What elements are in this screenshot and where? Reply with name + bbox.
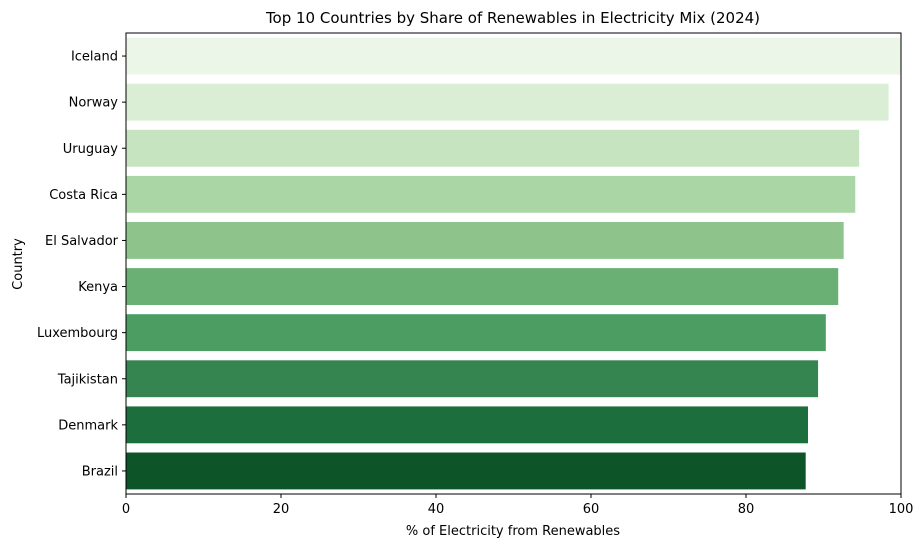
bars-group — [126, 37, 901, 490]
y-tick-label-denmark: Denmark — [58, 418, 118, 433]
y-axis-label: Country — [11, 238, 26, 290]
bar-luxembourg — [126, 314, 826, 352]
y-tick-label-norway: Norway — [69, 96, 119, 111]
bar-costa-rica — [126, 175, 856, 213]
x-axis: 0 20 40 60 80 100 — [122, 494, 914, 517]
x-tick-label-40: 40 — [428, 502, 445, 517]
y-tick-label-uruguay: Uruguay — [63, 142, 119, 157]
y-tick-label-luxembourg: Luxembourg — [37, 326, 118, 341]
bar-el-salvador — [126, 222, 844, 259]
plot-border — [125, 32, 902, 495]
bar-denmark — [126, 406, 808, 444]
y-axis: Iceland Norway Uruguay Costa Rica El Salvado… — [37, 50, 126, 479]
bar-kenya — [126, 268, 839, 305]
chart-title: Top 10 Countries by Share of Renewables … — [265, 9, 760, 27]
x-tick-label-20: 20 — [273, 502, 290, 517]
x-tick-label-100: 100 — [889, 502, 914, 517]
y-tick-label-costa-rica: Costa Rica — [49, 188, 118, 203]
x-tick-label-60: 60 — [583, 502, 600, 517]
y-tick-label-kenya: Kenya — [78, 280, 118, 295]
y-tick-label-el-salvador: El Salvador — [45, 234, 119, 249]
bar-tajikistan — [126, 360, 819, 398]
y-tick-label-iceland: Iceland — [71, 50, 118, 65]
y-tick-label-tajikistan: Tajikistan — [57, 372, 118, 387]
y-tick-label-brazil: Brazil — [82, 464, 118, 479]
x-axis-label: % of Electricity from Renewables — [406, 524, 620, 539]
bar-norway — [126, 83, 889, 121]
bar-iceland — [126, 37, 901, 75]
x-tick-label-0: 0 — [122, 502, 130, 517]
plot-frame — [125, 32, 902, 495]
x-tick-label-80: 80 — [738, 502, 755, 517]
bar-uruguay — [126, 129, 860, 167]
bar-brazil — [126, 452, 806, 490]
